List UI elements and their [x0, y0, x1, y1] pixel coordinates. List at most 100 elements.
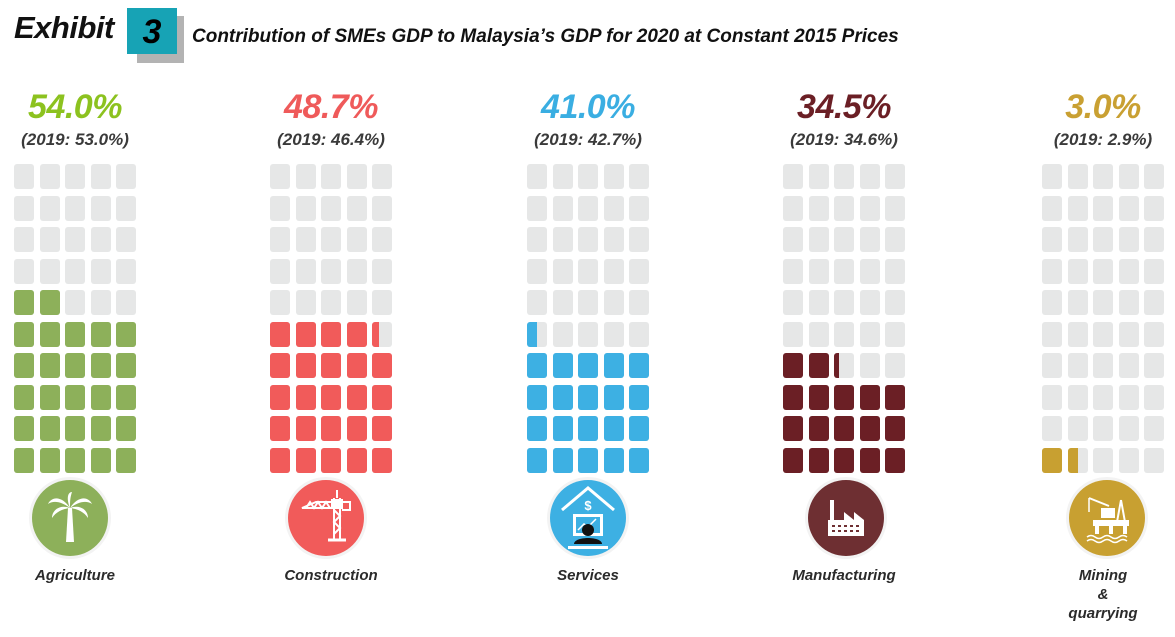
waffle-cell — [1118, 227, 1139, 252]
waffle-cell — [1093, 321, 1114, 347]
waffle-cell — [578, 195, 599, 221]
waffle-cell — [1093, 353, 1114, 378]
exhibit-word: Exhibit — [14, 10, 114, 45]
waffle-cell — [603, 195, 624, 221]
waffle-cell — [270, 258, 290, 284]
waffle-cell — [65, 195, 86, 221]
waffle-cell — [295, 290, 316, 315]
waffle-cell — [1118, 258, 1139, 284]
waffle-cell-fill — [270, 321, 290, 347]
waffle-cell — [1042, 416, 1062, 441]
waffle-cell — [90, 321, 111, 347]
waffle-cell — [1093, 447, 1114, 473]
waffle-cell — [39, 416, 60, 441]
waffle-cell-fill — [552, 447, 573, 473]
waffle-cell — [552, 416, 573, 441]
waffle-cell-fill — [372, 447, 393, 473]
waffle-cell — [1093, 227, 1114, 252]
waffle-cell — [629, 384, 650, 410]
waffle-cell — [14, 447, 34, 473]
waffle-cell-fill — [65, 321, 86, 347]
waffle-cell — [808, 195, 829, 221]
waffle-cell — [885, 164, 906, 189]
waffle-cell-fill — [321, 447, 342, 473]
waffle-cell — [116, 321, 137, 347]
value-label: 48.7% — [284, 88, 378, 126]
services-computer-icon: $ — [550, 480, 626, 556]
waffle-cell-fill — [527, 321, 537, 347]
waffle-cell — [1118, 416, 1139, 441]
waffle-cell — [39, 447, 60, 473]
waffle-cell — [783, 164, 803, 189]
waffle-cell — [808, 258, 829, 284]
waffle-cell — [346, 195, 367, 221]
waffle-cell — [1118, 195, 1139, 221]
waffle-cell — [39, 384, 60, 410]
waffle-cell — [295, 353, 316, 378]
waffle-cell — [527, 384, 547, 410]
waffle-cell — [552, 384, 573, 410]
waffle-cell-fill — [629, 353, 650, 378]
waffle-cell-fill — [90, 447, 111, 473]
waffle-cell — [1042, 447, 1062, 473]
waffle-cell-fill — [346, 447, 367, 473]
waffle-cell — [1118, 290, 1139, 315]
waffle-cell — [578, 353, 599, 378]
waffle-cell-fill — [372, 384, 393, 410]
waffle-cell — [783, 195, 803, 221]
waffle-cell — [295, 447, 316, 473]
sector-label: Agriculture — [34, 567, 115, 584]
waffle-cell — [1067, 290, 1088, 315]
waffle-cell — [527, 227, 547, 252]
waffle-cell-fill — [39, 384, 60, 410]
waffle-cell — [14, 290, 34, 315]
waffle-cell — [629, 195, 650, 221]
waffle-cell — [603, 290, 624, 315]
waffle-cell — [14, 416, 34, 441]
waffle-cell — [859, 164, 880, 189]
waffle-cell — [552, 258, 573, 284]
waffle-cell — [270, 447, 290, 473]
waffle-cell — [346, 290, 367, 315]
waffle-cell — [372, 416, 393, 441]
waffle-cell-fill — [270, 353, 290, 378]
oil-rig-icon — [1069, 480, 1145, 556]
sector-label: Construction — [284, 567, 378, 584]
waffle-cell — [295, 258, 316, 284]
waffle-cell — [1042, 195, 1062, 221]
waffle-cell — [808, 384, 829, 410]
waffle-cell — [1144, 416, 1165, 441]
waffle-cell — [295, 195, 316, 221]
sector-services: 41.0% (2019: 42.7%) $ Services — [508, 0, 668, 637]
waffle-cell — [346, 227, 367, 252]
waffle-cell — [65, 447, 86, 473]
waffle-cell — [885, 447, 906, 473]
waffle-cell — [65, 290, 86, 315]
waffle-cell-fill — [14, 290, 34, 315]
waffle-cell — [808, 353, 829, 378]
prev-year-label: (2019: 34.6%) — [790, 130, 898, 149]
waffle-cell — [1144, 321, 1165, 347]
waffle-cell — [578, 321, 599, 347]
svg-text:$: $ — [584, 498, 592, 513]
waffle-cell — [321, 384, 342, 410]
waffle-cell — [90, 353, 111, 378]
waffle-cell-fill — [885, 447, 906, 473]
waffle-cell — [65, 227, 86, 252]
prev-year-label: (2019: 46.4%) — [277, 130, 385, 149]
waffle-cell — [1118, 164, 1139, 189]
waffle-cell — [372, 447, 393, 473]
sector-agriculture: 54.0% (2019: 53.0%) Agriculture — [0, 0, 155, 637]
waffle-cell — [1067, 195, 1088, 221]
waffle-cell-fill — [39, 321, 60, 347]
waffle-cell — [1144, 384, 1165, 410]
waffle-cell-fill — [295, 353, 316, 378]
waffle-cell-fill — [321, 321, 342, 347]
waffle-cell — [834, 258, 855, 284]
waffle-cell-fill — [321, 353, 342, 378]
waffle-cell — [372, 258, 393, 284]
waffle-cell — [1067, 164, 1088, 189]
waffle-cell-fill — [834, 353, 840, 378]
waffle-cell-fill — [116, 321, 137, 347]
waffle-cell — [1067, 227, 1088, 252]
